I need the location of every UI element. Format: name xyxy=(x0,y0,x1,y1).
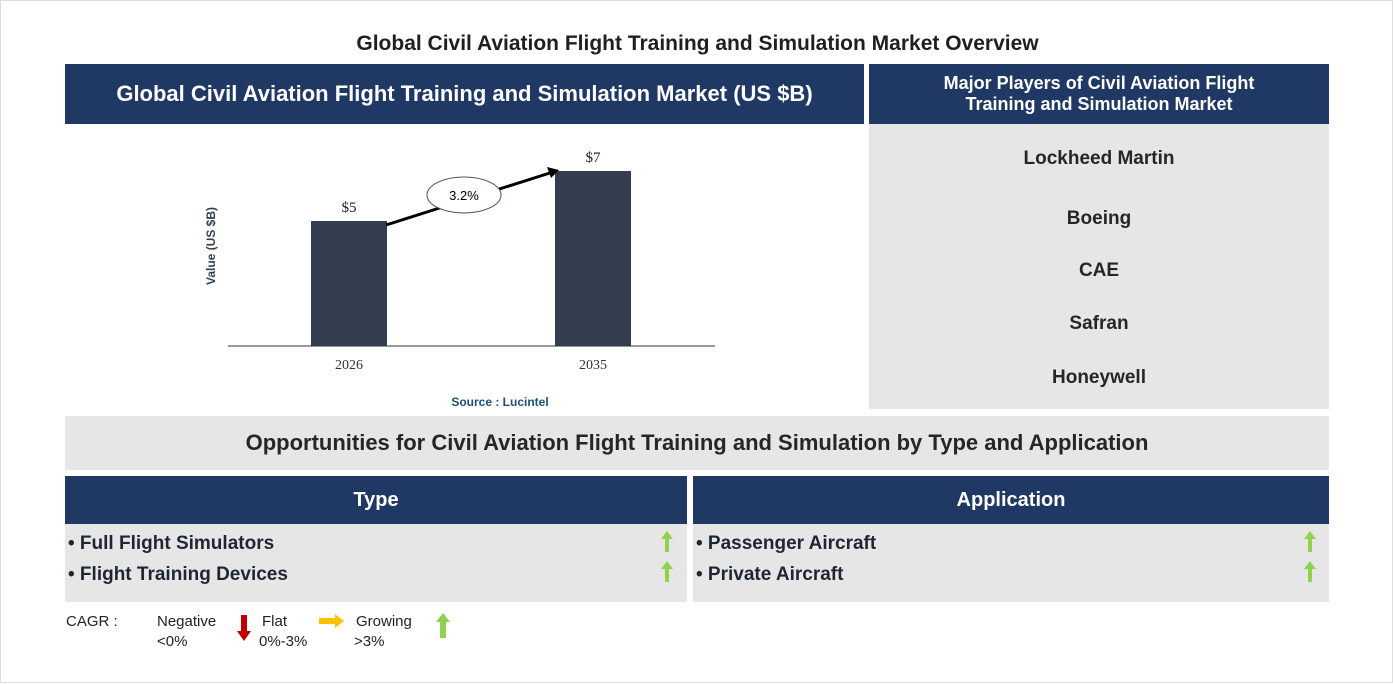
x-tick-label: 2035 xyxy=(579,358,607,373)
bar-2026 xyxy=(311,221,387,346)
application-header: Application xyxy=(693,476,1329,524)
cagr-label: 3.2% xyxy=(449,188,479,203)
legend-growing-range: >3% xyxy=(354,633,385,650)
type-header: Type xyxy=(65,476,687,524)
x-tick-label: 2026 xyxy=(335,358,363,373)
growing-arrow-icon xyxy=(436,613,450,638)
legend-growing: Growing xyxy=(356,613,412,630)
players-panel xyxy=(869,124,1329,409)
application-item: • Private Aircraft xyxy=(696,564,844,585)
legend-flat-range: 0%-3% xyxy=(259,633,308,650)
legend-negative-range: <0% xyxy=(157,633,188,650)
data-label: $5 xyxy=(342,200,357,216)
opportunities-title: Opportunities for Civil Aviation Flight … xyxy=(65,416,1329,470)
bar-2035 xyxy=(555,171,631,346)
cagr-ellipse xyxy=(426,176,502,214)
bar-chart: Value (US $B) $5 2026 $7 2035 3.2% Source :… xyxy=(204,150,715,409)
application-item: • Passenger Aircraft xyxy=(696,533,877,554)
y-axis-label: Value (US $B) xyxy=(204,207,218,285)
legend-negative: Negative xyxy=(157,613,217,630)
player-item: CAE xyxy=(1078,260,1120,281)
player-item: Lockheed Martin xyxy=(1023,148,1175,169)
cagr-arrowhead xyxy=(547,167,559,178)
chart-header: Global Civil Aviation Flight Training an… xyxy=(65,64,864,124)
type-item: • Flight Training Devices xyxy=(68,564,288,585)
data-label: $7 xyxy=(586,150,602,166)
application-panel xyxy=(693,524,1329,602)
negative-arrow-icon xyxy=(237,615,251,641)
player-item: Safran xyxy=(1069,313,1129,334)
source-label: Source : Lucintel xyxy=(451,395,548,409)
type-panel xyxy=(65,524,687,602)
player-item: Honeywell xyxy=(1052,367,1146,388)
flat-arrow-icon xyxy=(319,614,344,628)
player-item: Boeing xyxy=(1066,208,1132,229)
legend-flat: Flat xyxy=(262,613,288,630)
type-item: • Full Flight Simulators xyxy=(68,533,275,554)
players-header: Major Players of Civil Aviation Flight T… xyxy=(869,64,1329,124)
cagr-label: CAGR : xyxy=(66,613,118,630)
page-title: Global Civil Aviation Flight Training an… xyxy=(356,32,1039,55)
